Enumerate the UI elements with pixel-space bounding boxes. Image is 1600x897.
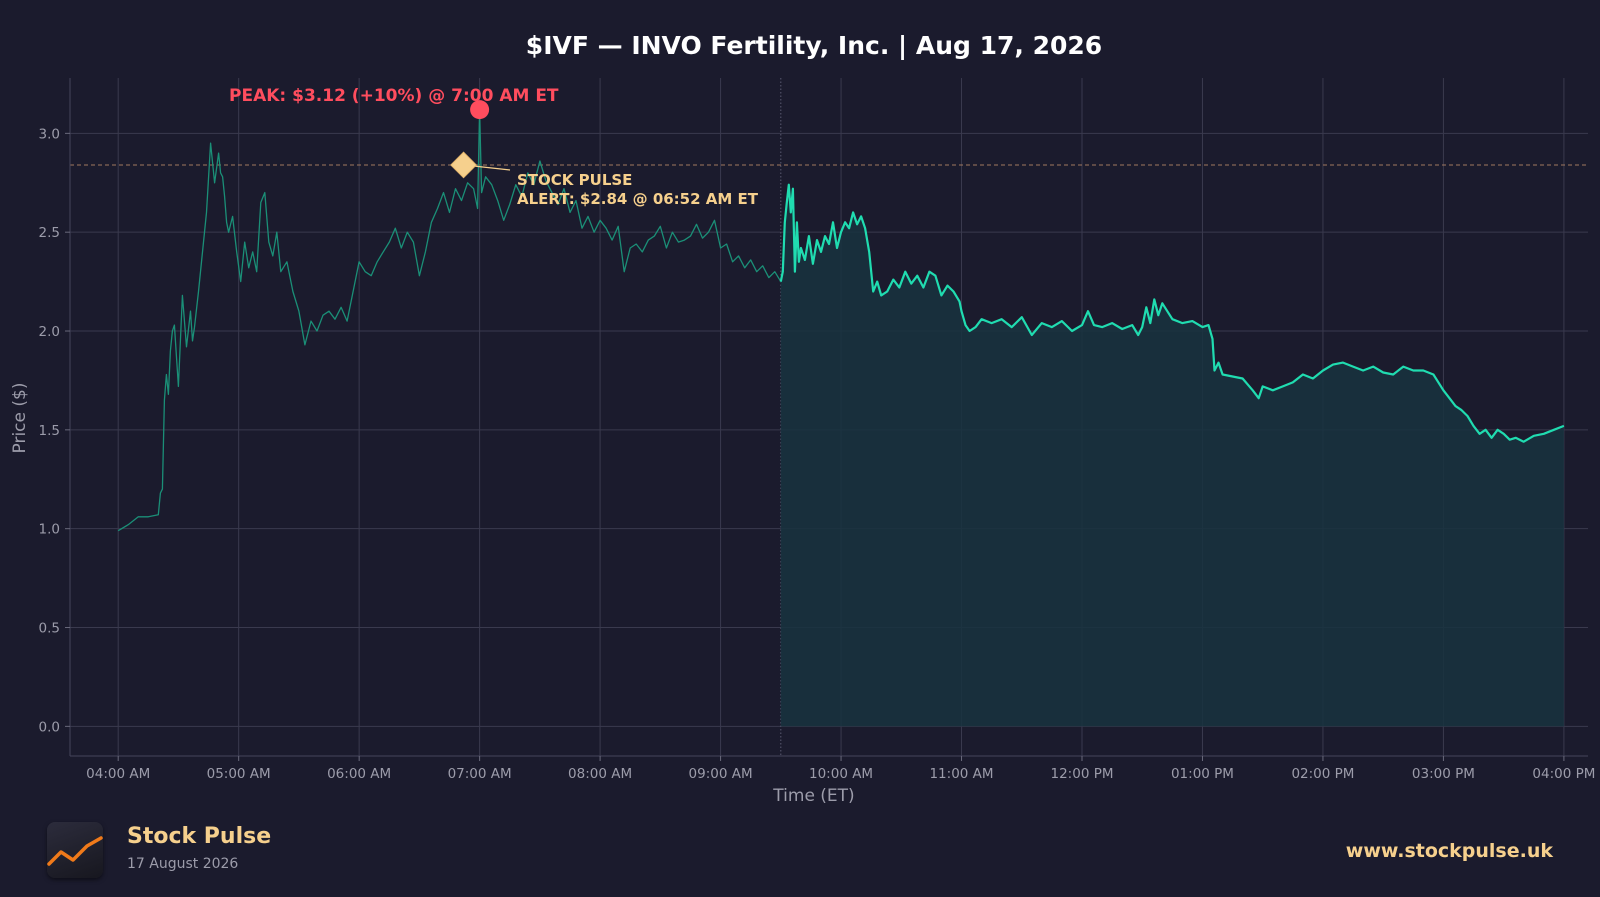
brand-url[interactable]: www.stockpulse.uk <box>1345 840 1553 862</box>
x-tick-label: 03:00 PM <box>1412 766 1475 782</box>
x-tick-label: 01:00 PM <box>1171 766 1234 782</box>
trend-line-icon <box>47 836 103 866</box>
x-tick-label: 07:00 AM <box>448 766 512 782</box>
annotations: PEAK: $3.12 (+10%) @ 7:00 AM ET STOCK PU… <box>229 86 759 208</box>
alert-annotation-title: STOCK PULSE <box>517 171 632 189</box>
y-tick-label: 3.0 <box>39 126 60 142</box>
x-tick-label: 08:00 AM <box>568 766 632 782</box>
peak-annotation-label: PEAK: $3.12 (+10%) @ 7:00 AM ET <box>229 86 559 106</box>
regular-price-line <box>779 183 1565 443</box>
y-tick-label: 0.5 <box>39 621 60 637</box>
premarket-price-line <box>117 108 782 532</box>
y-axis-label: Price ($) <box>10 383 30 454</box>
y-tick-label: 2.5 <box>39 225 60 241</box>
x-tick-label: 05:00 AM <box>207 766 271 782</box>
x-axis-label: Time (ET) <box>772 786 854 806</box>
footer: Stock Pulse 17 August 2026 www.stockpuls… <box>0 810 1600 897</box>
alert-annotation-detail: ALERT: $2.84 @ 06:52 AM ET <box>517 190 759 208</box>
y-tick-label: 1.0 <box>39 522 60 538</box>
x-tick-label: 12:00 PM <box>1051 766 1114 782</box>
x-tick-label: 04:00 PM <box>1532 766 1595 782</box>
alert-marker <box>450 151 477 179</box>
regular-session-area <box>780 184 1564 727</box>
data-layer <box>70 78 1588 756</box>
chart-title: $IVF — INVO Fertility, Inc. | Aug 17, 20… <box>526 31 1102 60</box>
brand-name: Stock Pulse <box>127 824 272 849</box>
x-tick-label: 11:00 AM <box>929 766 993 782</box>
x-tick-label: 06:00 AM <box>327 766 391 782</box>
x-tick-label: 02:00 PM <box>1291 766 1354 782</box>
y-tick-label: 0.0 <box>39 719 60 735</box>
axes: 0.0 0.5 1.0 1.5 2.0 2.5 3.0 04:00 AM 05:00 AM 06:… <box>39 78 1595 782</box>
x-tick-label: 04:00 AM <box>86 766 150 782</box>
brand-date: 17 August 2026 <box>127 856 239 872</box>
x-tick-label: 09:00 AM <box>689 766 753 782</box>
y-tick-label: 2.0 <box>39 324 60 340</box>
alert-leader-line <box>473 165 511 171</box>
y-tick-label: 1.5 <box>39 423 60 439</box>
brand-logo <box>47 822 103 878</box>
peak-marker <box>470 100 490 120</box>
x-tick-label: 10:00 AM <box>809 766 873 782</box>
price-chart: $IVF — INVO Fertility, Inc. | Aug 17, 20… <box>10 31 1596 806</box>
